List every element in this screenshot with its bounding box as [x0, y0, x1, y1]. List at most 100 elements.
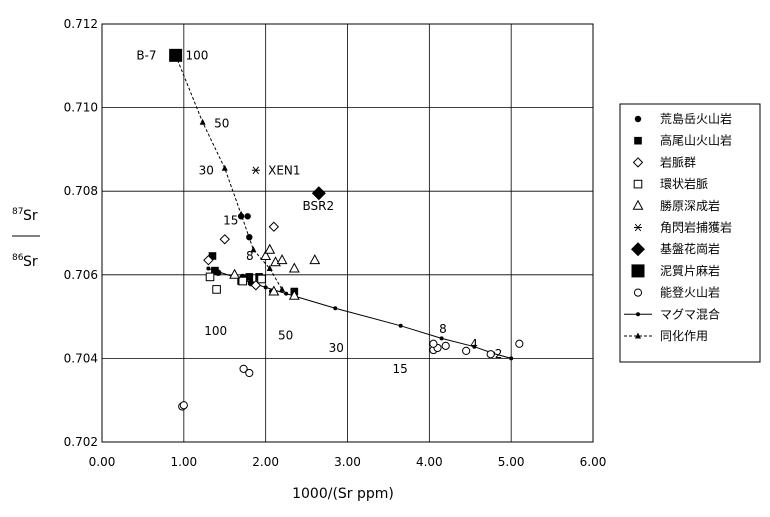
data-point — [205, 272, 215, 282]
data-point — [257, 274, 266, 284]
x-tick-label: 1.00 — [170, 455, 197, 469]
line-vertex-marker — [509, 356, 514, 361]
annotation-label: XEN1 — [268, 163, 300, 177]
line-vertex-marker — [250, 246, 257, 253]
y-label-denominator: Sr — [23, 254, 38, 270]
line-vertex-marker — [439, 336, 444, 341]
annotation-label: 50 — [214, 116, 229, 130]
line-vertex-marker — [206, 266, 211, 271]
data-point — [245, 273, 254, 281]
data-point — [276, 254, 288, 265]
y-label-denominator-sup: 86 — [12, 253, 24, 263]
line-vertex-marker — [398, 323, 403, 328]
line-vertex-marker — [221, 164, 228, 171]
line-vertex-marker — [472, 344, 477, 349]
data-point — [169, 48, 183, 62]
data-point — [250, 280, 262, 291]
data-point — [239, 364, 248, 373]
legend-marker — [636, 312, 640, 317]
legend-marker — [632, 199, 644, 210]
data-point — [244, 213, 251, 220]
data-point — [486, 350, 495, 359]
annotation-label: 100 — [204, 324, 227, 338]
data-point — [179, 401, 188, 410]
legend-marker — [634, 223, 642, 232]
line-vertex-marker — [263, 285, 268, 290]
data-point — [260, 249, 272, 260]
annotation-label: 100 — [185, 48, 208, 62]
data-points — [169, 48, 524, 411]
data-point — [229, 268, 241, 279]
legend-label: 勝原深成岩 — [660, 198, 720, 213]
data-point — [268, 221, 280, 232]
line-vertex-marker — [279, 285, 286, 292]
legend-label: 荒島岳火山岩 — [660, 111, 732, 126]
line-vertex-marker — [284, 291, 289, 296]
data-point — [237, 213, 245, 220]
annotation-label: 4 — [470, 337, 478, 351]
data-point — [288, 289, 300, 300]
annotation-label: 8 — [246, 249, 254, 263]
legend: 荒島岳火山岩高尾山火山岩岩脈群環状岩脈勝原深成岩角閃岩捕獲岩基盤花崗岩泥質片麻岩… — [624, 111, 732, 343]
legend-label: 基盤花崗岩 — [660, 241, 720, 256]
data-point — [309, 254, 321, 265]
x-tick-label: 6.00 — [580, 455, 607, 469]
x-axis-ticks: 0.00 1.00 2.00 3.00 4.00 5.00 6.00 — [89, 455, 607, 469]
x-tick-label: 3.00 — [334, 455, 361, 469]
legend-marker — [632, 157, 644, 168]
data-point — [238, 276, 248, 286]
data-point — [268, 285, 280, 296]
data-point — [245, 368, 254, 378]
annotation-label: 30 — [199, 163, 214, 177]
mixing-lines — [172, 51, 514, 361]
legend-label: 泥質片麻岩 — [660, 263, 720, 278]
line-vertex-marker — [266, 265, 273, 272]
x-axis-label: 1000/(Sr ppm) — [292, 486, 394, 502]
y-label-numerator: Sr — [23, 208, 38, 224]
y-axis-label: 87 Sr 86 Sr — [12, 207, 40, 270]
annotations: B-7 100 50 30 XEN1 15 BSR2 8 100 50 30 15 8 4 2 — [136, 48, 502, 376]
annotation-label: 30 — [329, 341, 344, 355]
annotation-label: 15 — [393, 362, 408, 376]
annotation-label: 8 — [439, 322, 447, 336]
y-tick-label: 0.710 — [64, 101, 98, 115]
legend-label: 環状岩脈 — [660, 176, 708, 191]
x-tick-label: 2.00 — [252, 455, 279, 469]
data-point — [219, 234, 230, 245]
data-point — [429, 339, 438, 348]
annotation-label: 50 — [278, 328, 293, 342]
grid — [102, 24, 593, 442]
legend-label: マグマ混合 — [660, 306, 720, 321]
line-vertex-marker — [333, 306, 338, 311]
data-point — [462, 346, 471, 355]
data-point — [311, 186, 326, 201]
y-label-numerator-sup: 87 — [12, 207, 23, 217]
legend-box — [619, 103, 761, 363]
data-point — [246, 233, 253, 241]
x-tick-label: 0.00 — [89, 455, 116, 469]
legend-label: 岩脈群 — [660, 154, 696, 169]
data-point — [264, 243, 276, 254]
legend-label: 角閃岩捕獲岩 — [660, 220, 732, 235]
annotation-label: B-7 — [136, 48, 156, 62]
annotation-label: 2 — [495, 347, 503, 361]
legend-label: 同化作用 — [660, 329, 708, 343]
y-axis-ticks: 0.702 0.704 0.706 0.708 0.710 0.712 — [64, 17, 98, 449]
legend-marker — [633, 179, 643, 189]
legend-marker — [631, 242, 645, 257]
data-point — [288, 262, 300, 273]
data-point — [203, 254, 214, 266]
legend-label: 高尾山火山岩 — [660, 133, 732, 148]
y-tick-label: 0.712 — [64, 17, 98, 31]
legend-label: 能登火山岩 — [660, 285, 720, 300]
x-tick-label: 4.00 — [416, 455, 443, 469]
annotation-label: BSR2 — [302, 199, 334, 213]
legend-marker — [635, 332, 641, 339]
data-point — [211, 266, 219, 275]
y-tick-label: 0.706 — [64, 268, 98, 282]
data-point — [208, 252, 217, 260]
legend-marker — [634, 115, 642, 123]
annotation-label: 15 — [223, 213, 238, 227]
y-tick-label: 0.708 — [64, 184, 98, 198]
y-tick-label: 0.702 — [64, 435, 98, 449]
